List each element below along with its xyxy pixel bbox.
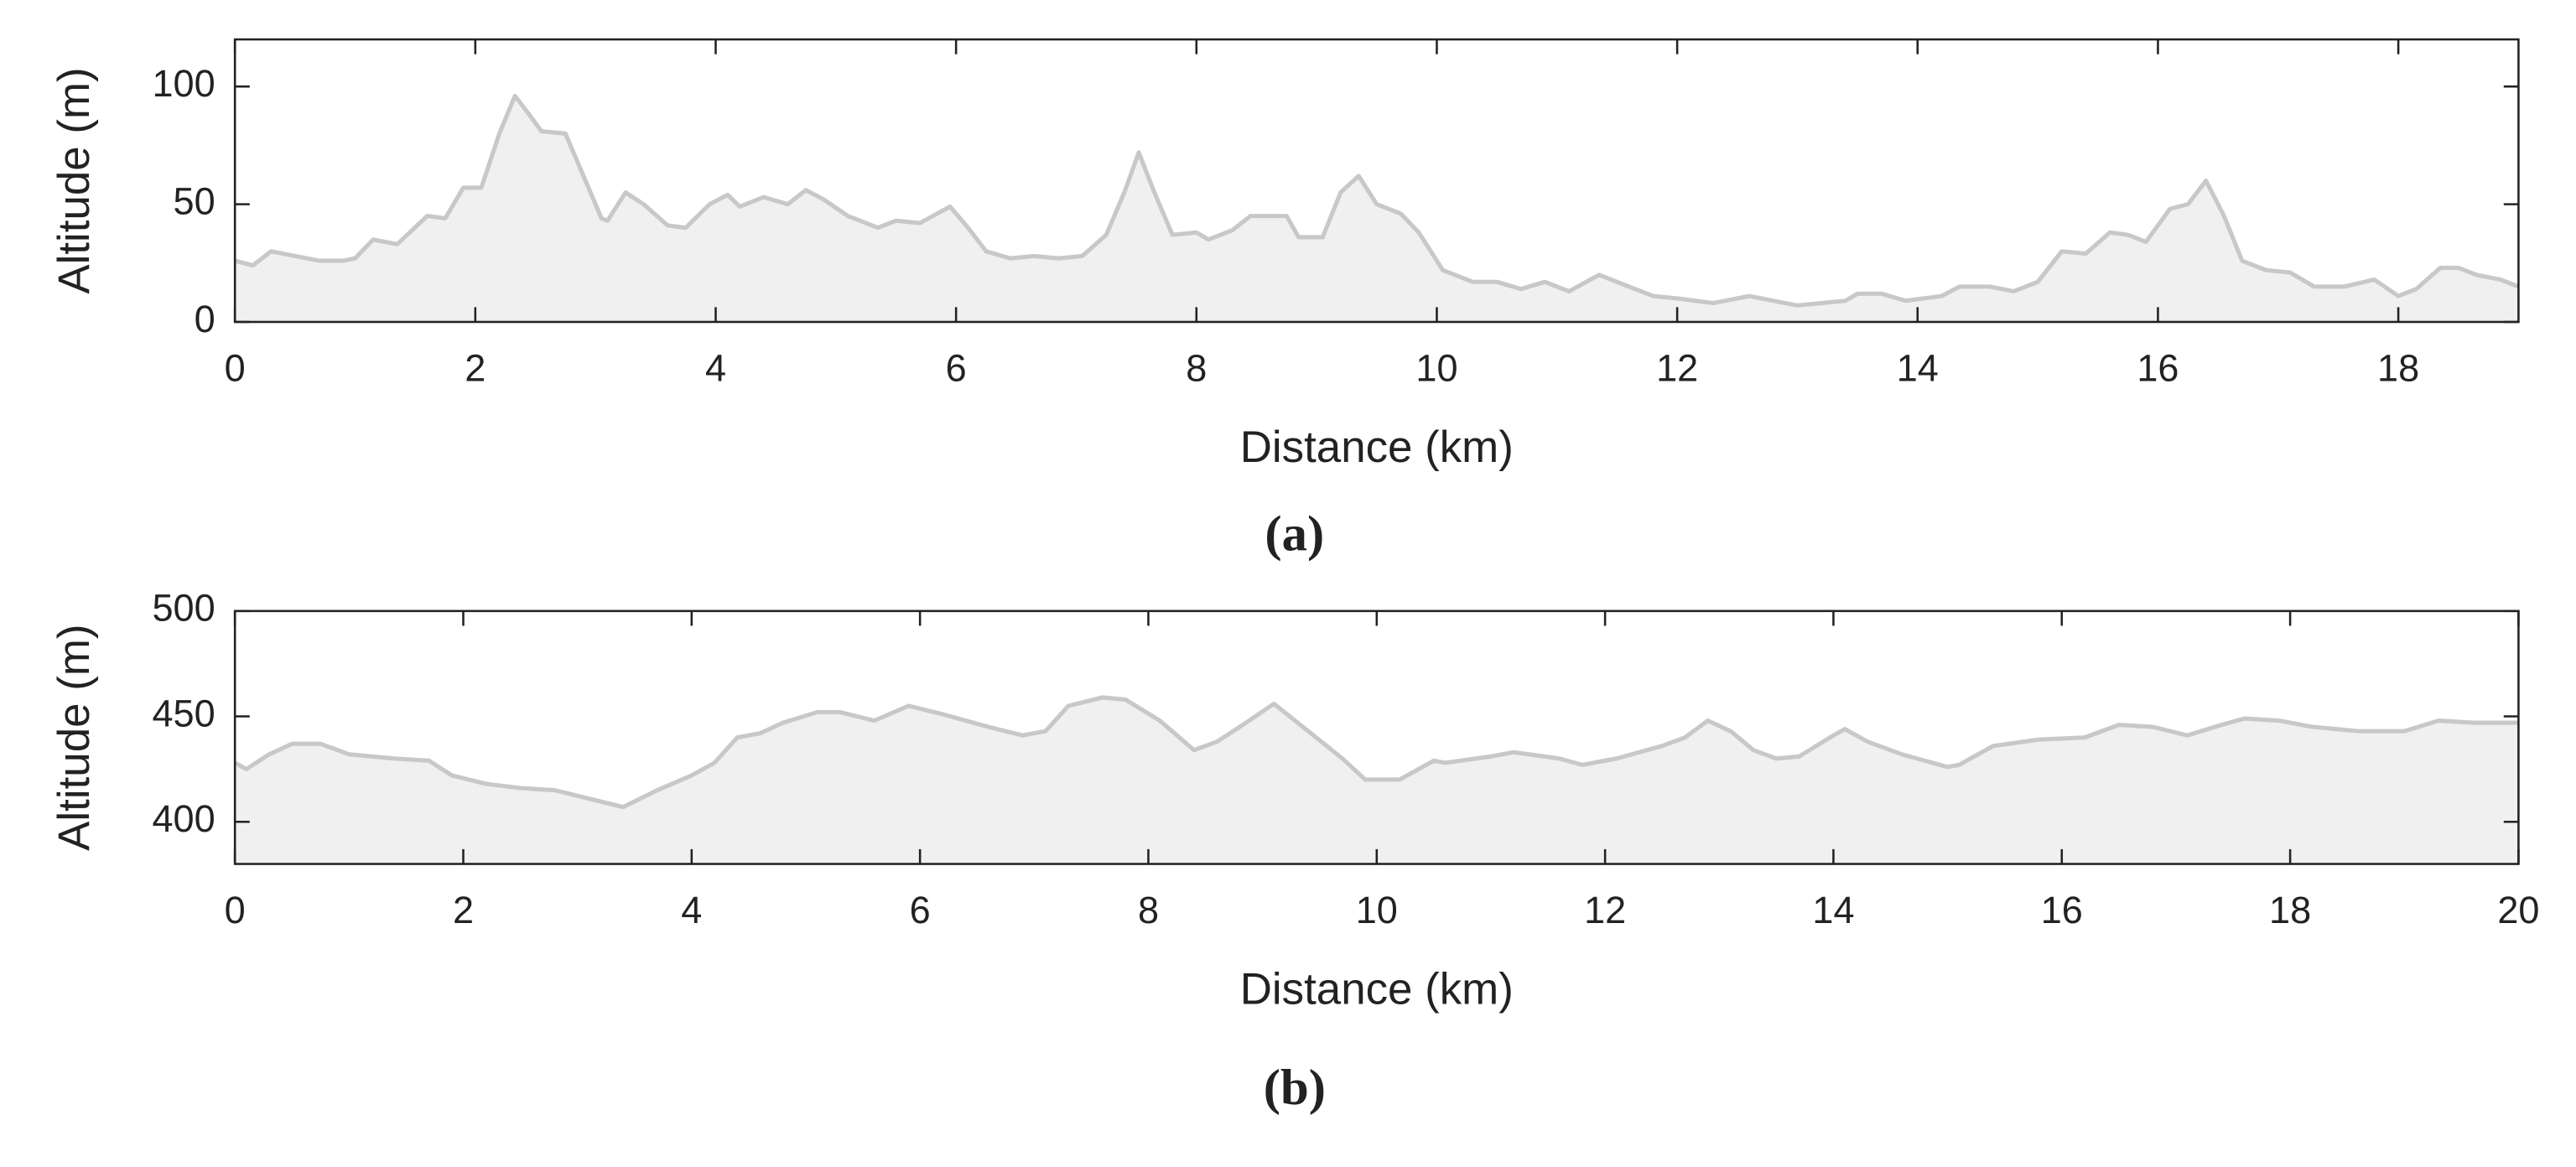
axes-box: [233, 38, 2520, 324]
profile-line: [234, 93, 2520, 308]
x-tick-label: 16: [2041, 889, 2083, 931]
x-axis-label: Distance (km): [1240, 964, 1514, 1014]
x-tick-label: 18: [2377, 347, 2419, 390]
x-tick-label: 4: [705, 347, 726, 390]
y-axis-label: Altitude (m): [49, 625, 99, 851]
x-tick-label: 8: [1138, 889, 1159, 931]
x-tick-label: 0: [225, 889, 246, 931]
x-tick-label: 14: [1812, 889, 1854, 931]
x-tick-label: 6: [910, 889, 931, 931]
x-axis-label: Distance (km): [1240, 423, 1514, 472]
x-tick-label: 2: [453, 889, 474, 931]
caption: (a): [1265, 506, 1324, 563]
x-tick-label: 10: [1356, 889, 1398, 931]
x-tick-label: 16: [2137, 347, 2179, 390]
x-tick-label: 12: [1656, 347, 1698, 390]
x-tick-label: 14: [1897, 347, 1939, 390]
profile-line: [233, 695, 2519, 810]
x-tick-label: 8: [1186, 347, 1207, 390]
x-tick-label: 6: [946, 347, 967, 390]
x-tick-label: 0: [225, 347, 246, 390]
y-tick-label: 400: [152, 797, 215, 840]
y-tick-label: 500: [152, 587, 215, 630]
x-tick-label: 4: [681, 889, 702, 931]
y-tick-label: 0: [195, 298, 216, 340]
x-tick-label: 10: [1415, 347, 1457, 390]
y-axis-label: Altitude (m): [49, 67, 99, 293]
x-tick-label: 20: [2497, 889, 2539, 931]
y-tick-label: 450: [152, 692, 215, 734]
x-tick-label: 18: [2269, 889, 2311, 931]
y-tick-label: 100: [152, 62, 215, 105]
caption: (b): [1264, 1060, 1326, 1116]
y-tick-label: 50: [174, 179, 216, 222]
x-tick-label: 12: [1584, 889, 1626, 931]
x-tick-label: 2: [465, 347, 486, 390]
area-fill: [235, 96, 2519, 323]
